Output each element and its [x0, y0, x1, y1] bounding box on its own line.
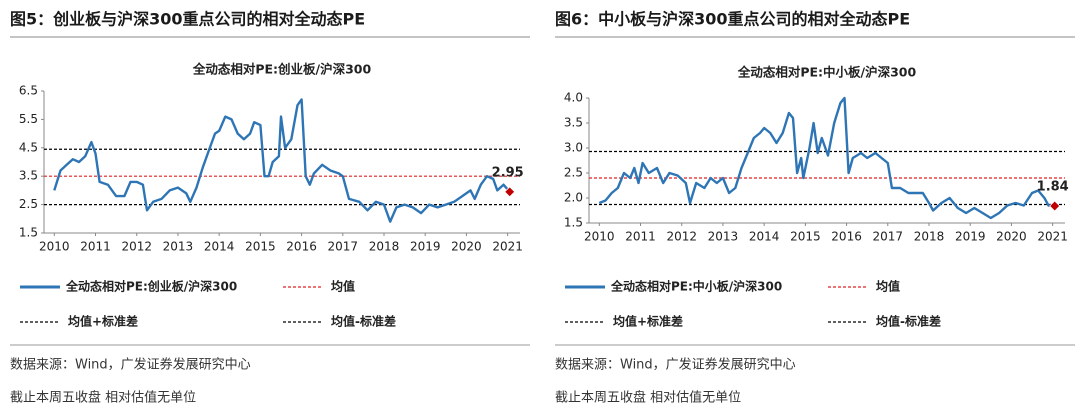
legend-label: 全动态相对PE:中小板/沪深300 [610, 279, 782, 294]
data-label: 1.84 [1037, 180, 1069, 195]
x-tick-label: 2018 [914, 230, 945, 244]
data-label: 2.95 [492, 165, 524, 180]
x-tick-label: 2014 [204, 240, 235, 254]
legend-label: 均值 [876, 279, 900, 294]
x-tick-label: 2020 [451, 240, 482, 254]
x-tick-label: 2021 [1037, 230, 1068, 244]
x-tick-label: 2012 [666, 230, 697, 244]
series-line [598, 96, 1055, 220]
x-tick-label: 2019 [410, 240, 441, 254]
heading: 图5：创业板与沪深300重点公司的相对全动态PE [10, 10, 365, 29]
legend-label: 均值 [331, 279, 355, 294]
y-tick-label: 3.5 [564, 116, 583, 130]
last-point-marker [504, 186, 516, 198]
source: 数据来源：Wind，广发证券发展研究中心 [555, 357, 796, 373]
x-tick-label: 2013 [708, 230, 739, 244]
x-tick-label: 2016 [286, 240, 317, 254]
legend-label: 均值-标准差 [876, 314, 941, 329]
x-tick-label: 2020 [996, 230, 1027, 244]
heading: 图6：中小板与沪深300重点公司的相对全动态PE [555, 10, 910, 29]
chart-title: 全动态相对PE:创业板/沪深300 [192, 62, 372, 77]
x-tick-label: 2013 [163, 240, 194, 254]
legend-label: 全动态相对PE:创业板/沪深300 [65, 279, 237, 294]
x-tick-label: 2016 [831, 230, 862, 244]
legend-label: 均值+标准差 [68, 314, 138, 329]
source: 数据来源：Wind，广发证券发展研究中心 [10, 357, 251, 373]
x-tick-label: 2017 [328, 240, 359, 254]
x-tick-label: 2011 [80, 240, 111, 254]
y-tick-label: 3.0 [564, 141, 583, 155]
x-tick-label: 2018 [369, 240, 400, 254]
x-tick-label: 2017 [873, 230, 904, 244]
legend-label: 均值+标准差 [613, 314, 683, 329]
note: 截止本周五收盘 相对估值无单位 [10, 390, 196, 406]
chart-title: 全动态相对PE:中小板/沪深300 [737, 65, 917, 80]
y-tick-label: 3.5 [19, 169, 38, 183]
y-tick-label: 4.5 [19, 140, 38, 154]
y-tick-label: 1.5 [564, 216, 583, 230]
x-tick-label: 2019 [955, 230, 986, 244]
y-tick-label: 1.5 [19, 226, 38, 240]
x-tick-label: 2010 [584, 230, 615, 244]
x-tick-label: 2012 [121, 240, 152, 254]
legend-label: 均值-标准差 [331, 314, 396, 329]
y-tick-label: 2.0 [564, 191, 583, 205]
x-tick-label: 2021 [492, 240, 523, 254]
x-tick-label: 2015 [790, 230, 821, 244]
y-tick-label: 6.5 [19, 84, 38, 98]
last-point-marker [1049, 200, 1061, 212]
x-tick-label: 2015 [245, 240, 276, 254]
x-tick-label: 2014 [749, 230, 780, 244]
x-tick-label: 2011 [625, 230, 656, 244]
x-tick-label: 2010 [39, 240, 70, 254]
y-tick-label: 4.0 [564, 91, 583, 105]
y-tick-label: 2.5 [564, 166, 583, 180]
series-line [53, 98, 511, 223]
y-tick-label: 5.5 [19, 112, 38, 126]
y-tick-label: 2.5 [19, 197, 38, 211]
note: 截止本周五收盘 相对估值无单位 [555, 390, 741, 406]
